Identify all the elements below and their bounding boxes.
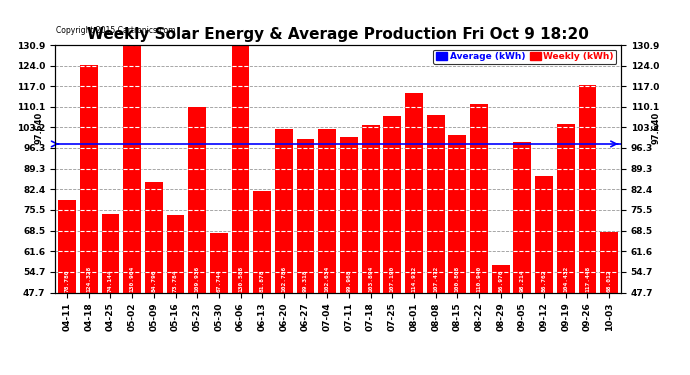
Text: 130.588: 130.588 [238, 266, 243, 292]
Bar [470, 104, 488, 292]
Text: 78.780: 78.780 [65, 269, 70, 292]
Title: Weekly Solar Energy & Average Production Fri Oct 9 18:20: Weekly Solar Energy & Average Production… [87, 27, 589, 42]
Bar [101, 214, 119, 292]
Bar [80, 64, 98, 292]
Bar [535, 176, 553, 292]
Text: 86.762: 86.762 [542, 269, 546, 292]
Bar [513, 142, 531, 292]
Text: 74.144: 74.144 [108, 269, 113, 292]
Text: 98.214: 98.214 [520, 269, 525, 292]
Text: Copyright 2015 Cartronics.com: Copyright 2015 Cartronics.com [57, 26, 176, 35]
Bar [384, 116, 401, 292]
Text: 103.894: 103.894 [368, 266, 373, 292]
Text: 100.808: 100.808 [455, 266, 460, 292]
Text: 124.328: 124.328 [86, 266, 91, 292]
Bar [557, 124, 575, 292]
Bar [275, 129, 293, 292]
Bar [253, 191, 271, 292]
Bar [188, 107, 206, 292]
Bar [166, 215, 184, 292]
Text: 130.904: 130.904 [130, 266, 135, 292]
Text: 107.190: 107.190 [390, 266, 395, 292]
Bar [362, 125, 380, 292]
Text: 104.432: 104.432 [563, 266, 569, 292]
Text: 84.796: 84.796 [151, 269, 157, 292]
Bar [58, 200, 76, 292]
Bar [600, 232, 618, 292]
Bar [448, 135, 466, 292]
Text: 102.786: 102.786 [282, 266, 286, 292]
Bar [492, 265, 510, 292]
Text: 110.940: 110.940 [477, 266, 482, 292]
Bar [426, 115, 444, 292]
Bar [297, 139, 315, 292]
Text: 107.472: 107.472 [433, 266, 438, 292]
Bar [578, 85, 596, 292]
Text: 114.912: 114.912 [411, 266, 417, 292]
Text: 99.968: 99.968 [346, 269, 351, 292]
Bar [405, 93, 423, 292]
Text: 68.012: 68.012 [607, 269, 611, 292]
Text: 97.640: 97.640 [34, 112, 43, 144]
Bar [210, 233, 228, 292]
Text: 73.784: 73.784 [173, 269, 178, 292]
Bar [318, 129, 336, 292]
Text: 67.744: 67.744 [217, 269, 221, 292]
Bar [232, 46, 250, 292]
Bar [340, 137, 358, 292]
Text: 56.976: 56.976 [498, 269, 503, 292]
Bar [124, 45, 141, 292]
Text: 97.640: 97.640 [652, 112, 661, 144]
Text: 109.936: 109.936 [195, 266, 199, 292]
Text: 81.878: 81.878 [259, 269, 265, 292]
Text: 99.318: 99.318 [303, 269, 308, 292]
Legend: Average (kWh), Weekly (kWh): Average (kWh), Weekly (kWh) [433, 50, 616, 64]
Text: 117.448: 117.448 [585, 266, 590, 292]
Text: 102.634: 102.634 [325, 266, 330, 292]
Bar [145, 182, 163, 292]
